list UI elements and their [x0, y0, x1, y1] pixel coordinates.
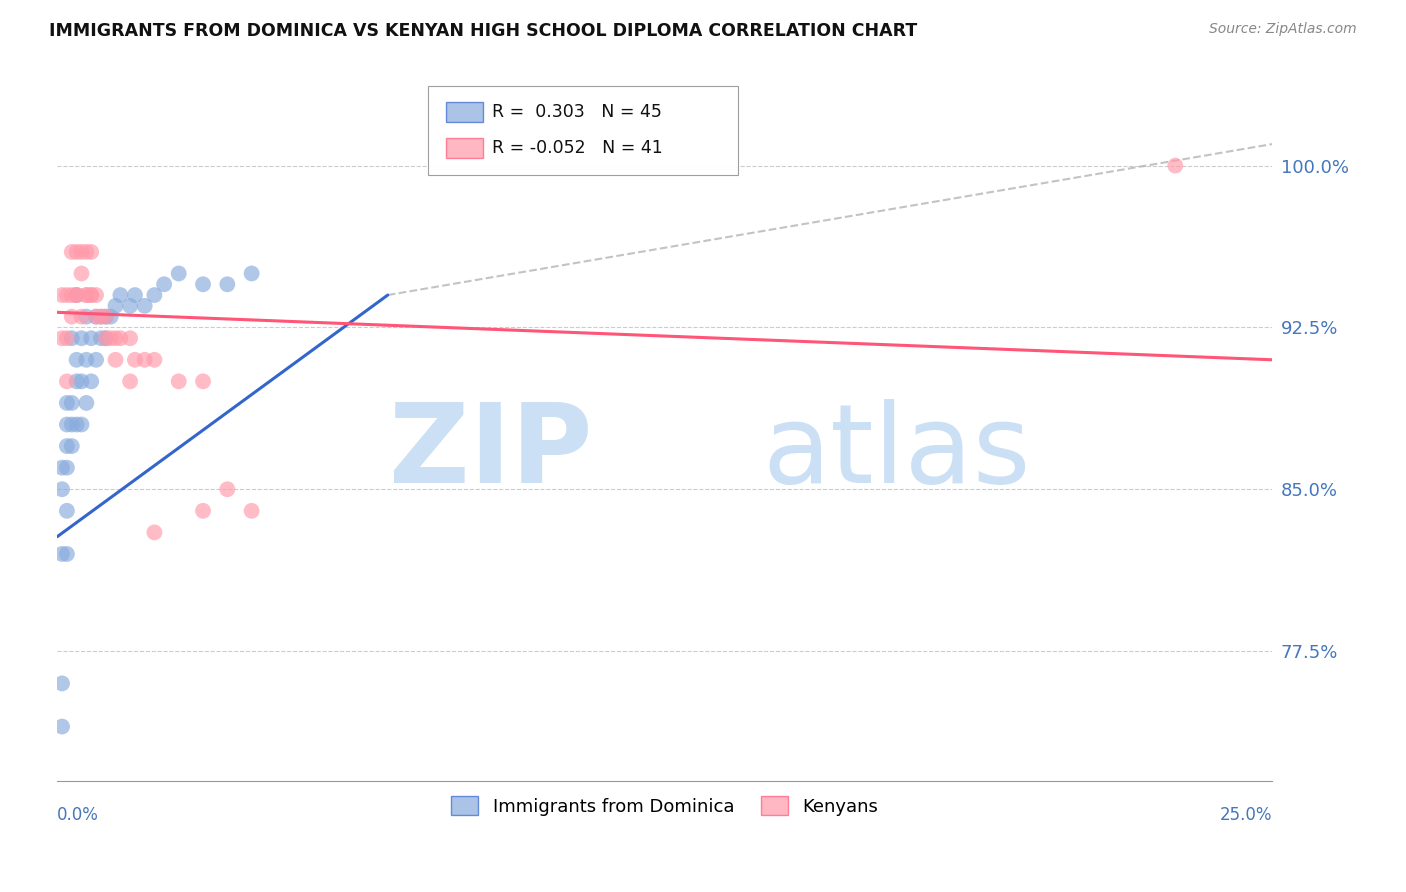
- Point: [65, 352, 87, 367]
- Point: [120, 331, 142, 345]
- Point: [56, 547, 79, 561]
- Point: [70, 244, 93, 259]
- Point: [124, 352, 146, 367]
- Point: [56, 417, 79, 432]
- Point: [56, 439, 79, 453]
- Point: [75, 288, 97, 302]
- Legend: Immigrants from Dominica, Kenyans: Immigrants from Dominica, Kenyans: [444, 789, 886, 822]
- Point: [65, 288, 87, 302]
- Point: [143, 288, 166, 302]
- Point: [240, 267, 263, 281]
- Point: [70, 417, 93, 432]
- Text: 25.0%: 25.0%: [1220, 806, 1272, 824]
- Point: [217, 482, 239, 496]
- Point: [90, 310, 112, 324]
- Point: [167, 375, 190, 389]
- Point: [51, 482, 73, 496]
- Point: [75, 288, 97, 302]
- Point: [65, 288, 87, 302]
- Point: [75, 244, 97, 259]
- Point: [51, 547, 73, 561]
- Point: [65, 288, 87, 302]
- Point: [110, 288, 132, 302]
- Point: [60, 439, 83, 453]
- Point: [94, 331, 117, 345]
- Point: [70, 331, 93, 345]
- Point: [191, 375, 214, 389]
- Point: [217, 277, 239, 292]
- Point: [94, 331, 117, 345]
- Point: [100, 331, 122, 345]
- Point: [60, 244, 83, 259]
- Point: [120, 375, 142, 389]
- Point: [51, 331, 73, 345]
- Text: ZIP: ZIP: [388, 400, 592, 507]
- Bar: [446, 102, 482, 122]
- Point: [191, 277, 214, 292]
- Point: [65, 244, 87, 259]
- Point: [153, 277, 176, 292]
- Point: [65, 375, 87, 389]
- Point: [84, 352, 107, 367]
- Point: [80, 375, 103, 389]
- Point: [143, 525, 166, 540]
- Point: [75, 352, 97, 367]
- Text: atlas: atlas: [762, 400, 1031, 507]
- Point: [143, 352, 166, 367]
- Point: [70, 310, 93, 324]
- Point: [90, 331, 112, 345]
- Point: [51, 720, 73, 734]
- Text: 0.0%: 0.0%: [58, 806, 98, 824]
- Point: [134, 352, 156, 367]
- Point: [134, 299, 156, 313]
- Point: [167, 267, 190, 281]
- Point: [60, 417, 83, 432]
- Point: [56, 396, 79, 410]
- Point: [60, 310, 83, 324]
- Point: [56, 460, 79, 475]
- Point: [84, 288, 107, 302]
- Point: [110, 331, 132, 345]
- Point: [56, 331, 79, 345]
- Point: [80, 331, 103, 345]
- Point: [56, 504, 79, 518]
- Point: [51, 288, 73, 302]
- Point: [70, 267, 93, 281]
- FancyBboxPatch shape: [427, 87, 738, 176]
- Point: [94, 310, 117, 324]
- Point: [100, 310, 122, 324]
- Point: [60, 396, 83, 410]
- Point: [60, 288, 83, 302]
- Point: [60, 331, 83, 345]
- Point: [104, 352, 127, 367]
- Point: [90, 310, 112, 324]
- Point: [51, 460, 73, 475]
- Point: [65, 417, 87, 432]
- Point: [75, 310, 97, 324]
- Point: [70, 375, 93, 389]
- Bar: [446, 137, 482, 158]
- Point: [56, 375, 79, 389]
- Point: [124, 288, 146, 302]
- Point: [80, 288, 103, 302]
- Point: [80, 244, 103, 259]
- Point: [240, 504, 263, 518]
- Text: IMMIGRANTS FROM DOMINICA VS KENYAN HIGH SCHOOL DIPLOMA CORRELATION CHART: IMMIGRANTS FROM DOMINICA VS KENYAN HIGH …: [49, 22, 918, 40]
- Point: [56, 288, 79, 302]
- Point: [104, 331, 127, 345]
- Point: [51, 676, 73, 690]
- Point: [84, 310, 107, 324]
- Point: [120, 299, 142, 313]
- Text: R =  0.303   N = 45: R = 0.303 N = 45: [492, 103, 662, 121]
- Point: [84, 310, 107, 324]
- Text: Source: ZipAtlas.com: Source: ZipAtlas.com: [1209, 22, 1357, 37]
- Text: R = -0.052   N = 41: R = -0.052 N = 41: [492, 138, 664, 157]
- Point: [191, 504, 214, 518]
- Point: [104, 299, 127, 313]
- Point: [1164, 159, 1187, 173]
- Point: [75, 396, 97, 410]
- Point: [80, 288, 103, 302]
- Point: [94, 310, 117, 324]
